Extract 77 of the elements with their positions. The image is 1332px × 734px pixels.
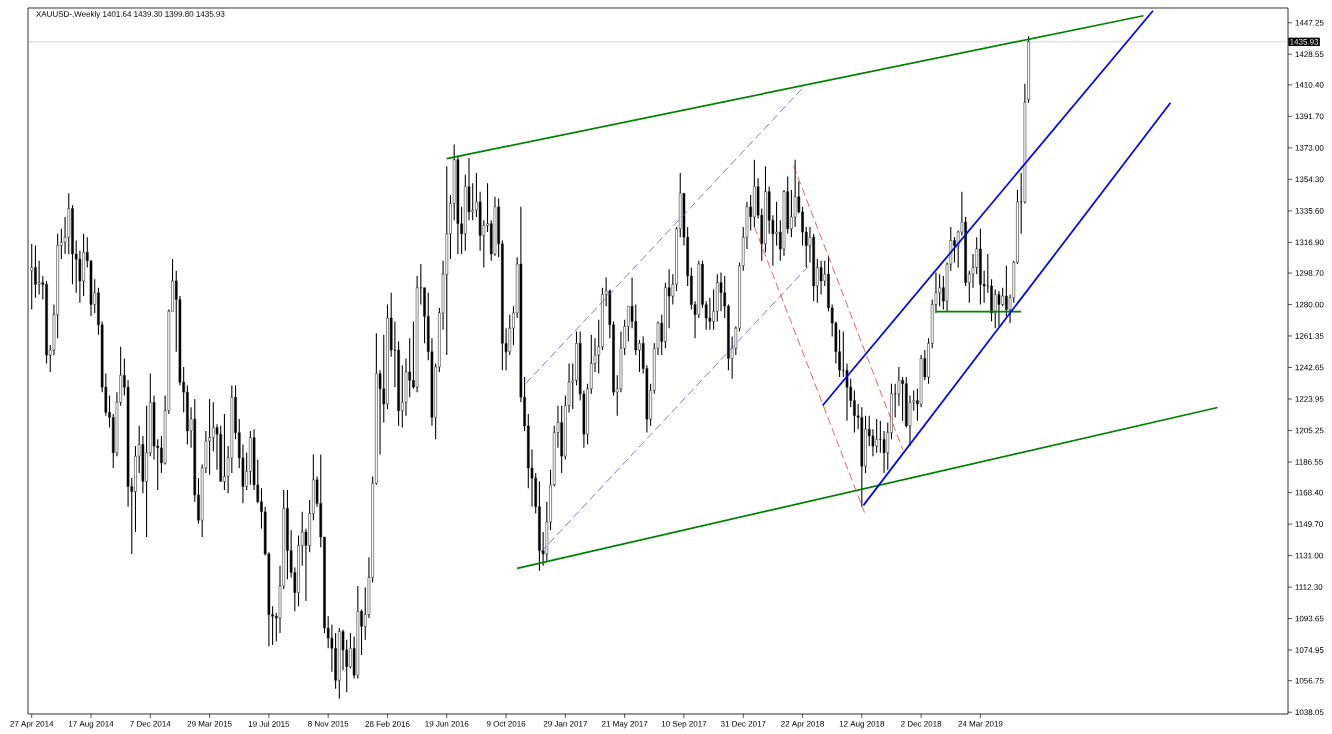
- y-tick-label: 1056.75: [1295, 677, 1324, 684]
- y-tick-label: 1261.35: [1295, 333, 1324, 339]
- x-tick-label: 2 Dec 2018: [901, 720, 942, 727]
- candlestick: [78, 250, 82, 304]
- candlestick: [30, 243, 34, 311]
- x-tick-label: 28 Feb 2016: [365, 720, 410, 727]
- x-tick-label: 21 May 2017: [601, 720, 648, 729]
- y-tick-label: 1410.40: [1295, 81, 1324, 88]
- candlestick: [37, 260, 41, 295]
- candlestick: [334, 632, 337, 690]
- y-tick-label: 1205.25: [1295, 427, 1324, 434]
- candlestick: [230, 384, 234, 474]
- y-tick-label: 1074.95: [1295, 647, 1324, 653]
- y-tick-label: 1131.00: [1295, 552, 1323, 559]
- candlestick: [356, 585, 360, 680]
- y-tick-label: 1112.30: [1295, 584, 1323, 590]
- candlestick: [493, 196, 497, 257]
- x-tick-label: 19 Jun 2016: [425, 720, 469, 727]
- y-tick-label: 1280.00: [1295, 301, 1324, 308]
- x-tick-label: 17 Aug 2014: [68, 720, 114, 729]
- y-tick-label: 1354.30: [1295, 176, 1324, 183]
- y-tick-label: 1447.25: [1295, 19, 1324, 26]
- candlestick: [719, 271, 723, 312]
- candlestick: [297, 534, 300, 607]
- candlestick: [882, 430, 886, 474]
- y-tick-label: 1223.95: [1295, 396, 1324, 402]
- candlestick: [819, 260, 823, 295]
- candlestick: [538, 480, 541, 572]
- ref-line-label: 1435.93: [1290, 38, 1319, 45]
- y-tick-label: 1316.90: [1295, 239, 1324, 246]
- x-tick-label: 24 Mar 2019: [958, 720, 1003, 727]
- candlestick: [979, 228, 982, 306]
- x-tick-label: 22 Apr 2018: [781, 720, 824, 729]
- y-tick-label: 1149.70: [1295, 521, 1323, 527]
- y-tick-label: 1186.55: [1295, 459, 1323, 465]
- candlestick: [386, 304, 389, 410]
- candlestick: [249, 430, 252, 486]
- candlestick: [134, 445, 137, 533]
- x-tick-label: 8 Nov 2015: [308, 720, 349, 727]
- candlestick: [208, 398, 211, 476]
- x-tick-label: 9 Oct 2016: [486, 720, 526, 727]
- y-tick-label: 1335.60: [1295, 208, 1324, 214]
- chart-title: XAUUSD-,Weekly 1401.64 1439.30 1399.80 1435.93: [36, 10, 225, 19]
- candlestick: [864, 415, 867, 474]
- candlestick: [775, 201, 778, 247]
- y-tick-label: 1168.40: [1295, 489, 1323, 496]
- candlestick: [716, 273, 719, 322]
- candlestick: [126, 379, 130, 508]
- x-tick-label: 27 Apr 2014: [10, 720, 54, 729]
- candlestick: [708, 297, 712, 331]
- x-tick-label: 29 Jan 2017: [543, 720, 587, 727]
- candlestick: [793, 159, 797, 228]
- candlestick: [997, 290, 1001, 327]
- candlestick: [619, 330, 623, 393]
- candlestick: [753, 159, 756, 228]
- candlestick: [186, 384, 189, 445]
- candlestick: [845, 362, 849, 422]
- candlestick: [938, 273, 941, 307]
- candlestick: [34, 245, 37, 299]
- y-tick-label: 1391.70: [1295, 113, 1324, 120]
- candlestick: [152, 394, 156, 461]
- candlestick: [853, 389, 856, 434]
- x-tick-label: 29 Mar 2015: [187, 720, 232, 727]
- x-tick-label: 31 Dec 2017: [720, 720, 766, 727]
- y-tick-label: 1428.55: [1295, 51, 1324, 58]
- y-tick-label: 1373.00: [1295, 145, 1324, 151]
- y-tick-label: 1093.65: [1295, 615, 1324, 622]
- y-tick-label: 1298.70: [1295, 270, 1324, 276]
- x-tick-label: 7 Dec 2014: [130, 720, 171, 727]
- x-tick-label: 12 Aug 2018: [839, 720, 885, 729]
- x-tick-label: 19 Jul 2015: [248, 720, 290, 727]
- y-tick-label: 1242.65: [1295, 364, 1324, 371]
- y-tick-label: 1038.05: [1295, 709, 1324, 716]
- x-tick-label: 10 Sep 2017: [661, 720, 707, 729]
- candlestick: [145, 405, 148, 538]
- candlestick: [875, 418, 878, 454]
- candlestick: [223, 413, 226, 491]
